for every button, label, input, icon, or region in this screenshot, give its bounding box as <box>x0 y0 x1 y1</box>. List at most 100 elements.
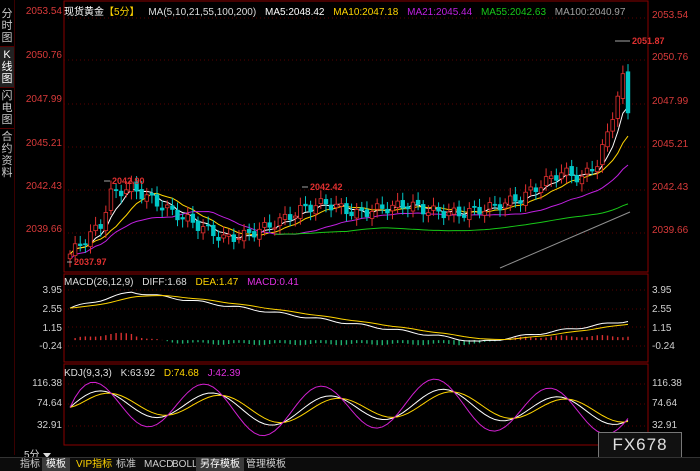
panel-border <box>63 273 649 363</box>
kdj-j: J:42.39 <box>207 368 241 379</box>
candle-body <box>451 207 457 215</box>
bottom-tab-save-template[interactable]: 另存模板 <box>196 458 244 471</box>
candle-body <box>200 226 206 234</box>
side-tab-kline[interactable]: K线图 <box>0 47 14 87</box>
candle-body <box>185 214 190 222</box>
candle-body <box>467 208 472 221</box>
candle-body <box>415 199 421 205</box>
candle-body <box>313 205 318 215</box>
candle-body <box>456 206 462 217</box>
candle-body <box>83 243 88 246</box>
kdj-k-line <box>69 388 629 426</box>
bottom-tab-standard[interactable]: 标准 <box>116 459 136 470</box>
candle-body <box>359 207 364 211</box>
candle-body <box>584 167 590 175</box>
bottom-tab-macd[interactable]: MACD <box>144 459 174 470</box>
candle-body <box>308 204 313 213</box>
candle-body <box>436 206 441 212</box>
price-axis-left-0: 2053.54 <box>25 6 62 17</box>
candle-body <box>441 211 446 219</box>
candle-body <box>257 228 262 240</box>
candle-body <box>620 73 626 99</box>
candle-body <box>610 119 615 132</box>
candle-body <box>195 220 201 231</box>
candle-body <box>605 131 610 148</box>
period-bracket: 【5分】 <box>104 7 140 18</box>
candle-body <box>339 203 344 207</box>
macd-params: MACD(26,12,9) <box>64 277 134 288</box>
ma-params: MA(5,10,21,55,100,200) <box>148 7 257 18</box>
bottom-tab-boll[interactable]: BOLL <box>172 459 198 470</box>
candle-body <box>149 192 155 196</box>
candle-body <box>472 206 477 208</box>
candle-body <box>513 194 518 202</box>
bottom-tab-vip-indicator[interactable]: VIP指标 <box>76 459 113 470</box>
candle-body <box>262 222 267 228</box>
candle-body <box>390 204 395 212</box>
candle-body <box>72 243 78 257</box>
candle-body <box>569 166 574 176</box>
candle-body <box>323 199 329 205</box>
candle-body <box>374 203 380 210</box>
macd-axis-left-1: 2.55 <box>42 304 62 315</box>
ma21-line <box>69 164 629 260</box>
ma5-line <box>69 106 629 255</box>
side-tab-lightning[interactable]: 闪电图 <box>1 90 13 126</box>
main-legend: 现货黄金【5分】 MA(5,10,21,55,100,200) MA5:2048… <box>64 3 631 18</box>
price-axis-left-4: 2042.43 <box>25 181 62 192</box>
macd-diff-line <box>69 291 629 342</box>
candle-body <box>518 200 523 204</box>
candle-body <box>625 71 631 114</box>
candle-body <box>380 204 385 209</box>
period-value: 5分 <box>24 450 40 461</box>
candle-body <box>103 212 109 231</box>
price-axis-right-3: 2045.21 <box>652 139 689 150</box>
kdj-axis-left-0: 116.38 <box>32 378 62 389</box>
bottom-tab-template[interactable]: 模板 <box>42 458 70 471</box>
macd-axis-right-0: 3.95 <box>652 285 672 296</box>
bottom-tab-manage-template[interactable]: 管理模板 <box>246 459 286 470</box>
macd-axis-left-3: -0.24 <box>39 341 62 352</box>
candle-body <box>267 222 272 228</box>
candle-body <box>216 236 221 241</box>
macd-dea-line <box>69 295 629 341</box>
candle-body <box>236 238 242 241</box>
macd-axis-right-1: 2.55 <box>652 304 672 315</box>
period-selector[interactable]: 5分 <box>24 446 51 461</box>
macd-value: MACD:0.41 <box>247 277 299 288</box>
kdj-k: K:63.92 <box>120 368 156 379</box>
macd-axis-left-2: 1.15 <box>42 323 62 334</box>
candle-body <box>549 175 554 179</box>
price-annotation: 2051.87 <box>632 36 665 46</box>
candle-body <box>410 201 416 212</box>
candle-body <box>523 191 528 206</box>
chart-canvas[interactable]: 2051.87 2042.90 2042.42 2037.97 <box>0 0 700 456</box>
candle-body <box>482 210 487 216</box>
candle-body <box>589 169 595 172</box>
candle-body <box>533 187 539 192</box>
ma100-line <box>499 211 631 269</box>
price-axis-left-2: 2047.99 <box>25 94 62 105</box>
candle-body <box>159 207 165 211</box>
candle-body <box>497 204 503 211</box>
candle-body <box>395 200 400 208</box>
price-annotation: 2042.42 <box>310 182 343 192</box>
macd-axis-right-3: -0.24 <box>652 341 675 352</box>
ma10-line <box>69 135 629 255</box>
kdj-axis-right-1: 74.64 <box>652 398 678 409</box>
panel-border <box>63 0 649 273</box>
price-axis-right-5: 2039.66 <box>652 225 689 236</box>
side-tab-timeshare[interactable]: 分时图 <box>1 8 13 44</box>
candle-body <box>88 231 93 248</box>
instrument-title: 现货黄金 <box>64 7 104 18</box>
candle-body <box>538 187 544 194</box>
candle-body <box>277 217 283 227</box>
price-axis-right-2: 2047.99 <box>652 96 689 107</box>
price-axis-right-4: 2042.43 <box>652 182 689 193</box>
candle-body <box>600 144 605 165</box>
candle-body <box>502 202 508 209</box>
macd-axis-left-0: 3.95 <box>42 285 62 296</box>
bottom-tab-indicator[interactable]: 指标 <box>20 459 40 470</box>
kdj-d: D:74.68 <box>163 368 199 379</box>
side-tab-contract[interactable]: 合约资料 <box>1 131 13 179</box>
